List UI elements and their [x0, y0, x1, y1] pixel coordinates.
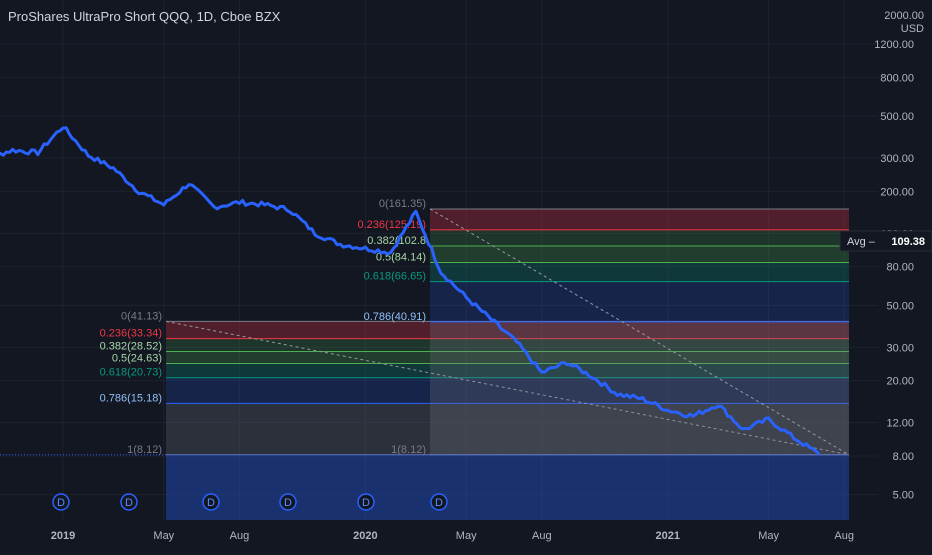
avg-label: Avg –: [847, 236, 876, 248]
price-series: [0, 126, 821, 456]
x-tick-label: Aug: [532, 530, 552, 542]
dividend-circle: [202, 493, 220, 511]
fib-band: [166, 377, 849, 404]
fib-band: [166, 351, 849, 364]
y-tick-label: 30.00: [886, 342, 914, 354]
fib-level-label: 0.382(28.52): [100, 340, 162, 352]
fib-level-label: 1(8.12): [127, 444, 162, 456]
x-tick-label: 2021: [656, 530, 680, 542]
dividend-circle: [52, 493, 70, 511]
fib-band: [430, 208, 849, 230]
fib-band: [430, 321, 849, 455]
y-tick-label: 12.00: [886, 418, 914, 430]
dividend-letter: D: [284, 497, 292, 509]
fib-level-label: 0.5(24.63): [112, 353, 162, 365]
x-tick-label: May: [456, 530, 477, 542]
currency-code: USD: [900, 23, 924, 35]
y-tick-label: 500.00: [880, 111, 914, 123]
y-tick-label: 300.00: [880, 153, 914, 165]
avg-value: 109.38: [891, 236, 925, 248]
fib-level-label: 0.236(125.19): [358, 219, 427, 231]
dividend-letter: D: [362, 497, 370, 509]
dividend-circle: [430, 493, 448, 511]
y-axis: 1200.00800.00500.00300.00200.00120.0080.…: [874, 39, 914, 502]
chart-title: ProShares UltraPro Short QQQ, 1D, Cboe B…: [8, 9, 281, 24]
fib-level-label: 0.786(40.91): [364, 311, 426, 323]
avg-price-tag: Avg – 109.38: [839, 230, 932, 252]
fib-level-label: 0.236(33.34): [100, 328, 162, 340]
fib-level-label: 0(41.13): [121, 310, 162, 322]
fib-band: [430, 281, 849, 322]
fib-band: [166, 338, 849, 352]
fib-level-label: 0.618(20.73): [100, 367, 162, 379]
price-line: [0, 126, 821, 456]
x-tick-label: May: [153, 530, 174, 542]
fib-level-label: 0.382(102.8: [367, 235, 426, 247]
x-tick-label: 2020: [353, 530, 377, 542]
y-tick-label: 1200.00: [874, 39, 914, 51]
dividend-marker: D: [202, 493, 220, 511]
dividend-marker: D: [279, 493, 297, 511]
fib-trend-line: [429, 208, 850, 456]
dividend-marker: D: [120, 493, 138, 511]
dividend-letter: D: [57, 497, 65, 509]
fib-extension-area: [166, 454, 849, 520]
fib-level-label: 0(161.35): [379, 198, 426, 210]
dividend-letter: D: [207, 497, 215, 509]
fib-band: [166, 363, 849, 378]
avg-tag-box: [839, 230, 932, 252]
dividend-marker: D: [52, 493, 70, 511]
y-tick-label: 5.00: [893, 490, 914, 502]
dividend-circle: [120, 493, 138, 511]
dividend-marker: D: [357, 493, 375, 511]
dividend-letter: D: [125, 497, 133, 509]
fib-band: [166, 403, 849, 455]
y-tick-label: 50.00: [886, 300, 914, 312]
dividend-circle: [357, 493, 375, 511]
y-tick-label: 20.00: [886, 376, 914, 388]
x-tick-label: Aug: [834, 530, 854, 542]
currency-label[interactable]: 2000.00 USD: [884, 10, 924, 36]
y-tick-label: 200.00: [880, 186, 914, 198]
fib-band: [430, 262, 849, 282]
fib-retracements: 0(41.13) 0.236(33.34)0.382(28.52)0.5(24.6…: [0, 198, 850, 520]
x-tick-label: Aug: [230, 530, 250, 542]
currency-top-tick: 2000.00: [884, 10, 924, 22]
fib-trend-line: [165, 320, 850, 456]
y-tick-label: 8.00: [893, 451, 914, 463]
fib-level-label: 0.786(15.18): [100, 392, 162, 404]
fib-band: [166, 321, 849, 339]
fib-level-label: 0.618(66.65): [364, 271, 426, 283]
y-tick-label: 800.00: [880, 72, 914, 84]
y-tick-label: 80.00: [886, 262, 914, 274]
x-tick-label: May: [758, 530, 779, 542]
fib-band: [430, 246, 849, 263]
x-axis: 2019 May Aug 2020 May Aug 2021 May Aug: [51, 530, 854, 542]
fib-band: [430, 229, 849, 247]
dividend-circle: [279, 493, 297, 511]
fib-level-label: 1(8.12): [391, 444, 426, 456]
dividend-marker: D: [430, 493, 448, 511]
x-tick-label: 2019: [51, 530, 75, 542]
avg-price-label: Avg – 109.38: [839, 230, 932, 252]
dividend-letter: D: [435, 497, 443, 509]
